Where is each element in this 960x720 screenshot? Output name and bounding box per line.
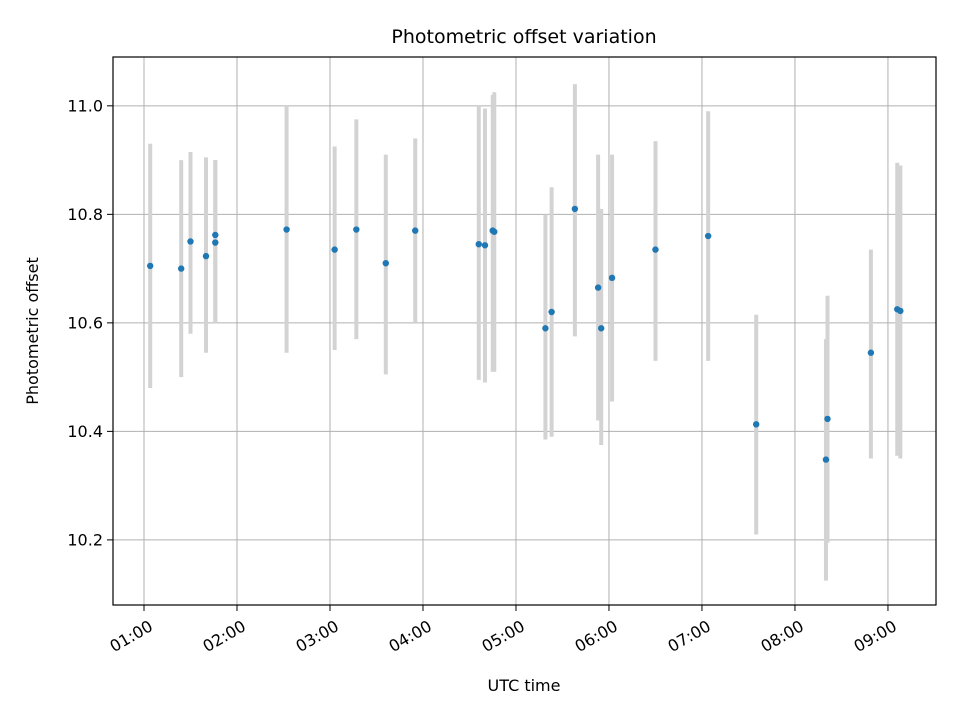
y-axis-label: Photometric offset: [23, 257, 42, 405]
data-point: [897, 307, 904, 315]
data-point: [177, 265, 185, 272]
x-tick-label: 05:00: [479, 616, 528, 656]
x-tick-label: 06:00: [572, 616, 621, 656]
data-point: [491, 228, 498, 235]
data-point: [753, 421, 760, 428]
y-tick-label: 10.8: [67, 205, 103, 224]
data-point: [548, 308, 555, 316]
data-point: [652, 246, 659, 253]
data-point: [824, 415, 831, 423]
x-tick-label: 04:00: [386, 616, 435, 656]
data-point: [704, 232, 712, 240]
x-axis-ticks: 01:00 02:00 03:00 04:00 05:00 06:00 07:00 08:00…: [107, 605, 900, 656]
x-tick-label: 08:00: [758, 616, 807, 656]
data-point: [608, 274, 616, 282]
data-point: [542, 325, 549, 332]
data-point: [571, 205, 579, 213]
grid: [113, 57, 936, 605]
x-tick-label: 02:00: [200, 616, 249, 656]
data-point: [475, 240, 482, 248]
data-point: [212, 231, 219, 239]
x-tick-label: 07:00: [665, 616, 714, 656]
y-axis-ticks: 10.2 10.4 10.6 10.8 11.0: [67, 96, 113, 549]
y-tick-label: 10.6: [67, 313, 103, 332]
data-point: [283, 226, 290, 233]
plot-frame: [112, 56, 937, 606]
x-tick-label: 03:00: [293, 616, 342, 656]
x-tick-label: 09:00: [851, 616, 900, 656]
data-point: [202, 252, 210, 260]
data-point: [598, 325, 605, 332]
data-point: [331, 246, 338, 253]
data-point: [822, 456, 830, 463]
y-tick-label: 10.2: [67, 530, 103, 549]
data-point: [353, 226, 360, 233]
y-tick-label: 10.4: [67, 422, 103, 441]
data-point: [382, 259, 389, 267]
data-point: [212, 239, 219, 246]
data-point: [594, 284, 602, 291]
x-tick-label: 01:00: [107, 616, 156, 656]
chart-title: Photometric offset variation: [391, 26, 656, 48]
data-point: [481, 242, 489, 249]
error-bars: [148, 84, 903, 581]
data-points: [146, 205, 904, 463]
data-point: [867, 349, 875, 356]
data-point: [146, 262, 154, 270]
y-tick-label: 11.0: [67, 96, 103, 115]
data-point: [187, 238, 194, 245]
data-point: [412, 227, 419, 234]
x-axis-label: UTC time: [488, 676, 561, 695]
